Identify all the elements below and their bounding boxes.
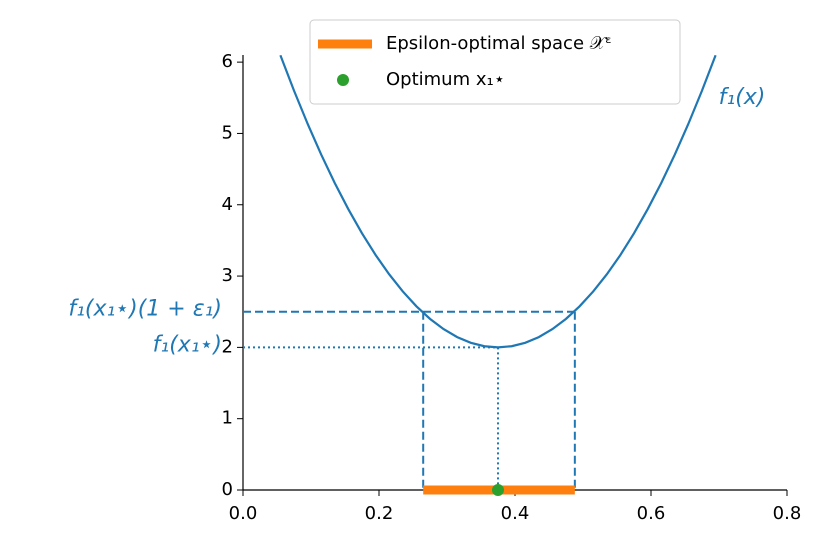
y-tick-label: 2 xyxy=(222,336,233,357)
legend-label: Optimum x₁⋆ xyxy=(386,69,505,90)
curve-label: f₁(x) xyxy=(719,85,766,110)
x-tick-label: 0.8 xyxy=(773,503,802,524)
y-tick-label: 1 xyxy=(222,408,233,429)
y-tick-label: 5 xyxy=(222,122,233,143)
y-tick-label: 6 xyxy=(222,51,233,72)
curve xyxy=(279,55,717,349)
y-tick-label: 3 xyxy=(222,265,233,286)
y-tick-label: 0 xyxy=(222,479,233,500)
level-label: f₁(x₁⋆)(1 + ε₁) xyxy=(68,297,222,322)
x-tick-label: 0.2 xyxy=(365,503,394,524)
x-tick-label: 0.6 xyxy=(637,503,666,524)
x-tick-label: 0.4 xyxy=(501,503,530,524)
legend-swatch xyxy=(337,74,349,86)
legend-label: Epsilon-optimal space 𝒳ᵋ xyxy=(386,33,612,54)
x-tick-label: 0.0 xyxy=(229,503,258,524)
y-tick-label: 4 xyxy=(222,194,233,215)
legend-box xyxy=(309,19,681,105)
level-label: f₁(x₁⋆) xyxy=(153,332,222,357)
optimum-point xyxy=(492,484,504,496)
